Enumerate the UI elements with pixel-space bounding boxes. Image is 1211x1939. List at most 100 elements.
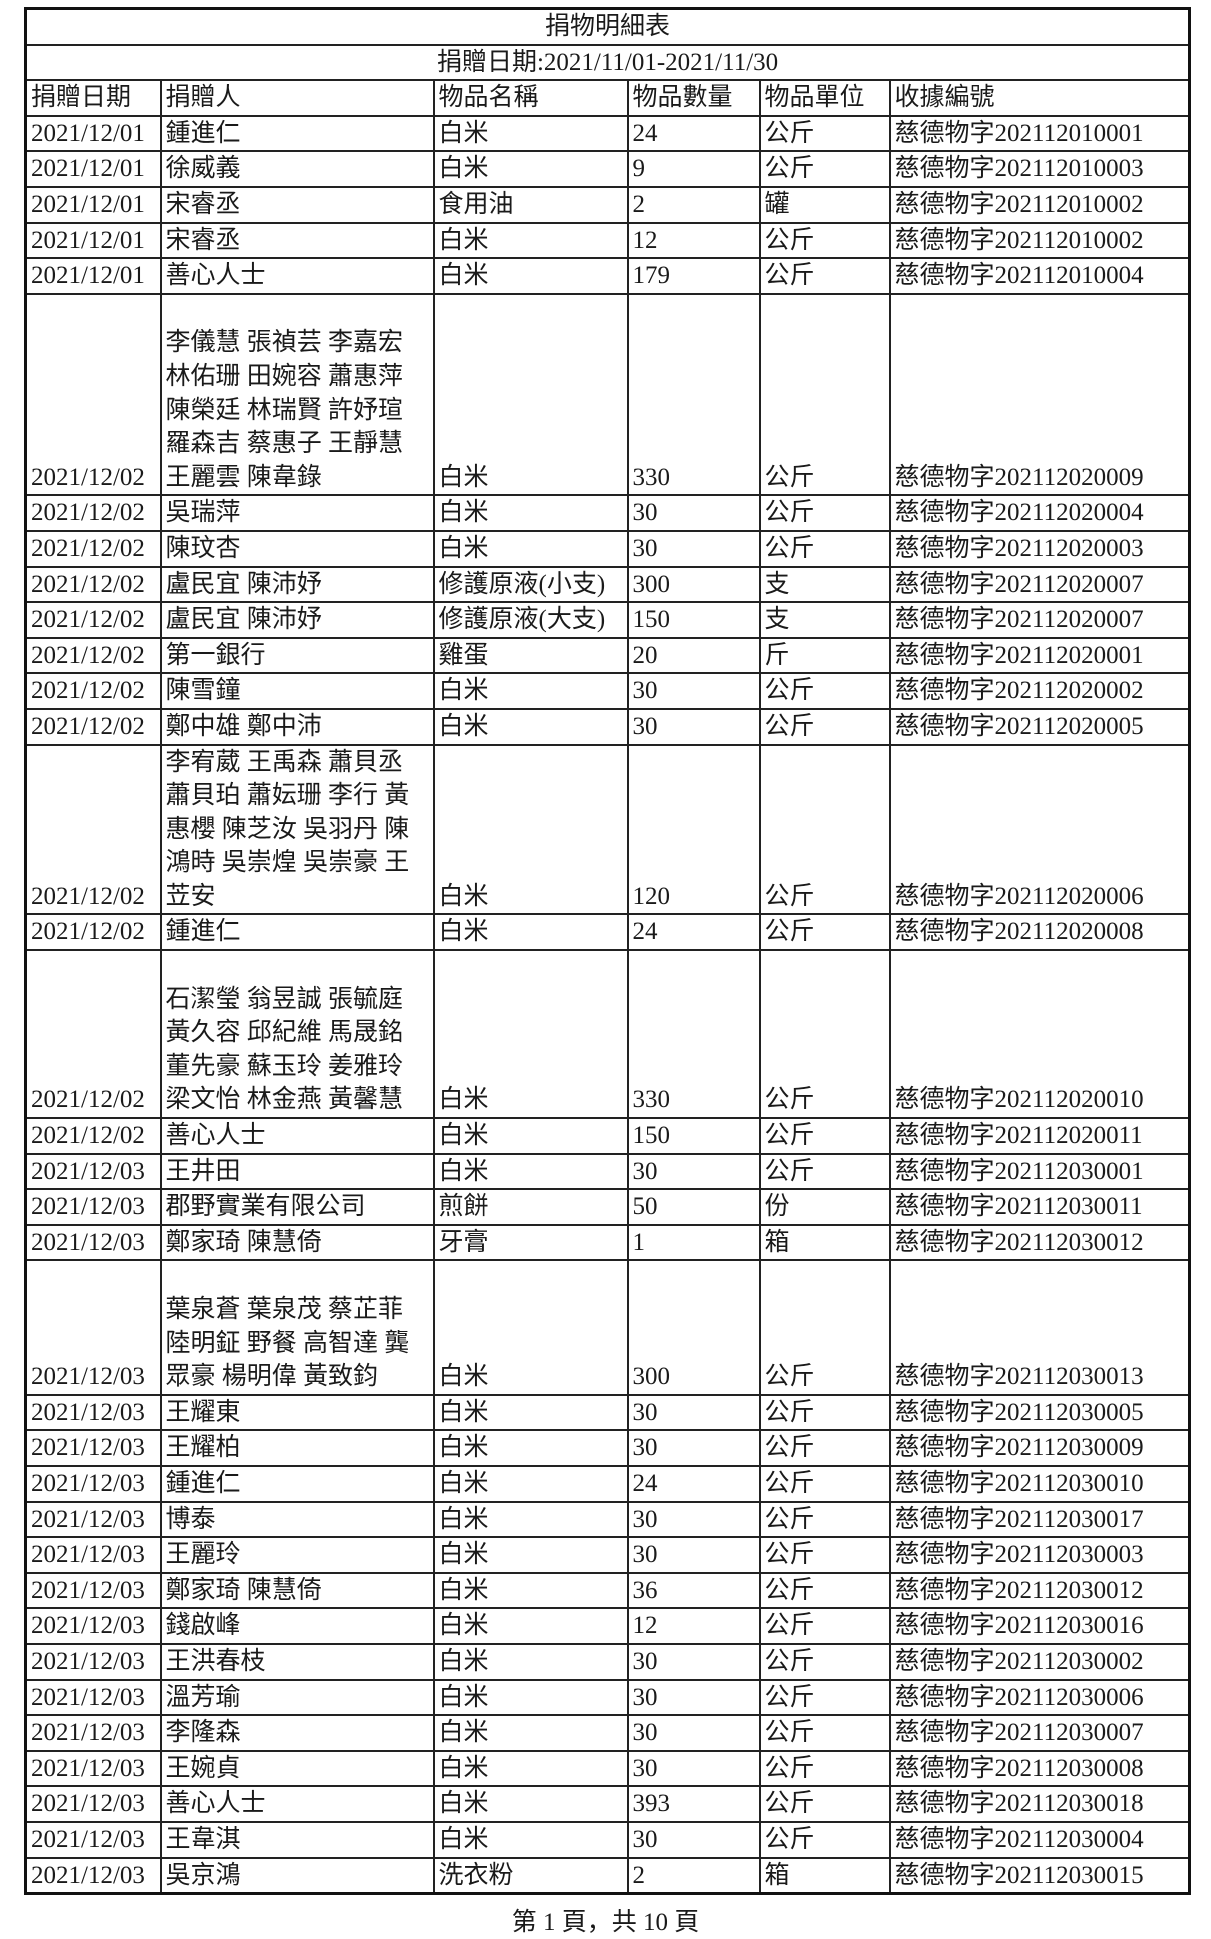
header-date: 捐贈日期: [24, 79, 162, 117]
table-row: 2021/12/03 鄭家琦 陳慧倚 白米 36 公斤 慈德物字202112030012: [24, 1571, 1191, 1610]
cell-quantity: 1: [626, 1223, 761, 1262]
cell-date: 2021/12/02: [24, 292, 162, 497]
cell-unit: 公斤: [758, 1571, 891, 1610]
cell-receipt-no: 慈德物字202112020002: [888, 672, 1191, 710]
cell-date: 2021/12/02: [24, 743, 162, 916]
cell-item-name: 白米: [432, 494, 629, 532]
table-row: 2021/12/03 李隆森 白米 30 公斤 慈德物字202112030007: [24, 1714, 1191, 1752]
cell-item-name: 白米: [432, 1820, 629, 1859]
cell-receipt-no: 慈德物字202112030017: [888, 1500, 1191, 1539]
cell-unit: 公斤: [758, 1607, 891, 1645]
cell-unit: 公斤: [758, 1785, 891, 1823]
cell-receipt-no: 慈德物字202112010001: [888, 114, 1191, 153]
cell-quantity: 30: [626, 672, 761, 710]
cell-receipt-no: 慈德物字202112010004: [888, 257, 1191, 295]
page-indicator: 第 1 頁，共 10 頁: [511, 1909, 700, 1937]
cell-date: 2021/12/02: [24, 601, 162, 639]
cell-date: 2021/12/03: [24, 1714, 162, 1752]
cell-date: 2021/12/03: [24, 1223, 162, 1262]
cell-unit: 公斤: [758, 913, 891, 952]
table-row: 2021/12/02 吳瑞萍 白米 30 公斤 慈德物字202112020004: [24, 494, 1191, 532]
cell-item-name: 白米: [432, 1749, 629, 1788]
cell-item-name: 白米: [432, 1642, 629, 1681]
cell-receipt-no: 慈德物字202112010003: [888, 150, 1191, 188]
cell-unit: 公斤: [758, 707, 891, 746]
table-row: 2021/12/03 博泰 白米 30 公斤 慈德物字202112030017: [24, 1500, 1191, 1539]
cell-donor: 陳雪鐘: [159, 672, 435, 710]
cell-date: 2021/12/02: [24, 565, 162, 604]
cell-date: 2021/12/03: [24, 1642, 162, 1681]
cell-unit: 箱: [758, 1856, 891, 1895]
cell-item-name: 白米: [432, 672, 629, 710]
table-row: 2021/12/03 王麗玲 白米 30 公斤 慈德物字202112030003: [24, 1536, 1191, 1574]
cell-receipt-no: 慈德物字202112030012: [888, 1571, 1191, 1610]
cell-item-name: 白米: [432, 707, 629, 746]
table-row: 2021/12/03 王耀柏 白米 30 公斤 慈德物字202112030009: [24, 1429, 1191, 1468]
header-receipt-no: 收據編號: [888, 79, 1191, 117]
cell-donor: 博泰: [159, 1500, 435, 1539]
cell-item-name: 白米: [432, 1259, 629, 1396]
title-row: 捐物明細表: [24, 7, 1191, 46]
cell-donor: 宋睿丞: [159, 185, 435, 224]
table-row: 2021/12/02 陳玟杏 白米 30 公斤 慈德物字202112020003: [24, 529, 1191, 568]
cell-donor: 王韋淇: [159, 1820, 435, 1859]
header-row: 捐贈日期 捐贈人 物品名稱 物品數量 物品單位 收據編號: [24, 79, 1191, 117]
cell-quantity: 30: [626, 1536, 761, 1574]
cell-receipt-no: 慈德物字202112030002: [888, 1642, 1191, 1681]
cell-item-name: 白米: [432, 743, 629, 916]
cell-item-name: 白米: [432, 1607, 629, 1645]
cell-quantity: 30: [626, 1749, 761, 1788]
cell-quantity: 24: [626, 913, 761, 952]
cell-quantity: 150: [626, 601, 761, 639]
cell-receipt-no: 慈德物字202112020004: [888, 494, 1191, 532]
cell-donor: 石潔瑩 翁昱誠 張毓庭 黃久容 邱紀維 馬晟銘 董先豪 蘇玉玲 姜雅玲 梁文怡 …: [159, 949, 435, 1120]
cell-unit: 公斤: [758, 1536, 891, 1574]
cell-receipt-no: 慈德物字202112030006: [888, 1678, 1191, 1717]
cell-unit: 罐: [758, 185, 891, 224]
cell-unit: 公斤: [758, 1820, 891, 1859]
cell-receipt-no: 慈德物字202112020005: [888, 707, 1191, 746]
cell-quantity: 9: [626, 150, 761, 188]
table-row: 2021/12/01 鍾進仁 白米 24 公斤 慈德物字202112010001: [24, 114, 1191, 153]
cell-unit: 公斤: [758, 257, 891, 295]
table-row: 2021/12/03 王婉貞 白米 30 公斤 慈德物字202112030008: [24, 1749, 1191, 1788]
cell-item-name: 白米: [432, 529, 629, 568]
cell-receipt-no: 慈德物字202112030015: [888, 1856, 1191, 1895]
cell-receipt-no: 慈德物字202112030008: [888, 1749, 1191, 1788]
cell-date: 2021/12/03: [24, 1393, 162, 1432]
cell-item-name: 白米: [432, 913, 629, 952]
cell-quantity: 300: [626, 565, 761, 604]
cell-date: 2021/12/03: [24, 1856, 162, 1895]
cell-receipt-no: 慈德物字202112010002: [888, 185, 1191, 224]
header-unit: 物品單位: [758, 79, 891, 117]
cell-item-name: 白米: [432, 1785, 629, 1823]
table-row: 2021/12/01 徐威義 白米 9 公斤 慈德物字202112010003: [24, 150, 1191, 188]
cell-date: 2021/12/01: [24, 257, 162, 295]
cell-donor: 吳瑞萍: [159, 494, 435, 532]
cell-donor: 鄭家琦 陳慧倚: [159, 1223, 435, 1262]
cell-item-name: 牙膏: [432, 1223, 629, 1262]
table-row: 2021/12/03 善心人士 白米 393 公斤 慈德物字202112030018: [24, 1785, 1191, 1823]
cell-date: 2021/12/02: [24, 1117, 162, 1155]
cell-receipt-no: 慈德物字202112020003: [888, 529, 1191, 568]
cell-donor: 王麗玲: [159, 1536, 435, 1574]
table-row: 2021/12/03 錢啟峰 白米 12 公斤 慈德物字202112030016: [24, 1607, 1191, 1645]
cell-donor: 鄭家琦 陳慧倚: [159, 1571, 435, 1610]
table-row: 2021/12/03 郡野實業有限公司 煎餅 50 份慈德物字202112030011: [24, 1188, 1191, 1226]
cell-quantity: 2: [626, 185, 761, 224]
cell-date: 2021/12/01: [24, 221, 162, 260]
cell-item-name: 白米: [432, 1714, 629, 1752]
cell-date: 2021/12/03: [24, 1607, 162, 1645]
table-row: 2021/12/03 王韋淇 白米 30 公斤 慈德物字202112030004: [24, 1820, 1191, 1859]
table-row: 2021/12/03 王井田 白米 30 公斤 慈德物字202112030001: [24, 1152, 1191, 1191]
cell-item-name: 白米: [432, 1465, 629, 1503]
cell-quantity: 30: [626, 1152, 761, 1191]
cell-item-name: 白米: [432, 1571, 629, 1610]
table-row: 2021/12/03 王洪春枝 白米 30 公斤 慈德物字202112030002: [24, 1642, 1191, 1681]
cell-item-name: 白米: [432, 292, 629, 497]
cell-receipt-no: 慈德物字202112020010: [888, 949, 1191, 1120]
cell-receipt-no: 慈德物字202112010002: [888, 221, 1191, 260]
cell-item-name: 煎餅: [432, 1188, 629, 1226]
cell-donor: 王洪春枝: [159, 1642, 435, 1681]
cell-unit: 公斤: [758, 1393, 891, 1432]
